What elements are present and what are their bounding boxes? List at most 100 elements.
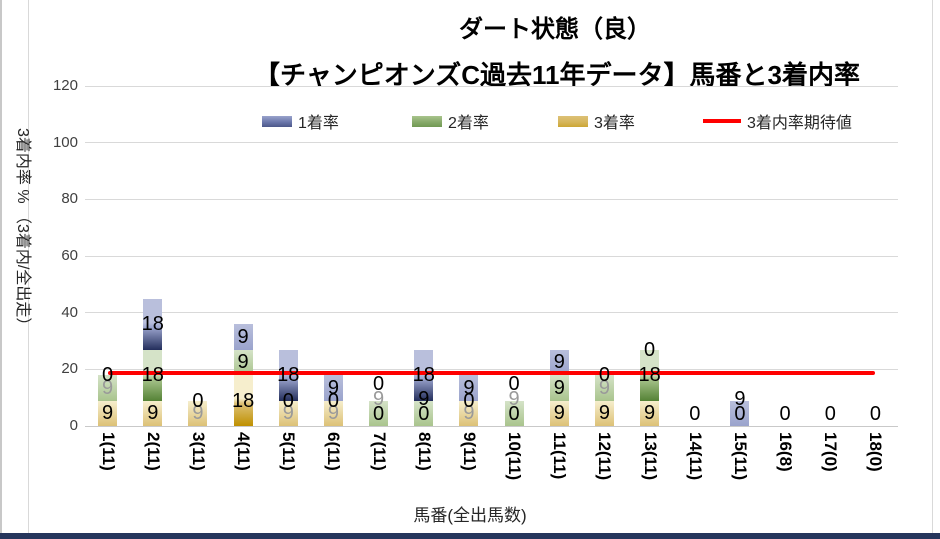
data-label-4(11): 9 <box>237 325 249 348</box>
category-label-15(11): 15(11) <box>730 432 750 481</box>
y-tick-label-0: 0 <box>69 417 78 434</box>
data-label-1(11): 0 <box>102 364 114 386</box>
legend-swatch-icon <box>262 115 292 127</box>
data-label-4(11): 18 <box>231 389 255 412</box>
category-label-18(0): 18(0) <box>866 432 886 472</box>
gridline-40 <box>85 312 898 314</box>
legend-item-2着率: 2着率 <box>412 111 489 132</box>
chart-frame-left-border <box>28 0 29 533</box>
data-label-12(11): 9 <box>598 376 610 399</box>
category-label-16(8): 16(8) <box>776 432 796 472</box>
legend-item-3着率: 3着率 <box>558 111 635 132</box>
data-label-9(11): 9 <box>463 402 475 425</box>
gridline-60 <box>85 255 898 257</box>
expected-value-line <box>107 370 876 375</box>
data-label-10(11): 0 <box>508 373 520 395</box>
data-label-3(11): 0 <box>192 389 204 412</box>
category-label-5(11): 5(11) <box>279 432 299 471</box>
y-tick-label-80: 80 <box>61 190 78 208</box>
data-label-2(11): 9 <box>147 402 159 425</box>
category-label-17(0): 17(0) <box>821 432 841 472</box>
data-label-10(11): 0 <box>508 403 520 425</box>
data-label-8(11): 18 <box>412 364 435 386</box>
category-label-6(11): 6(11) <box>324 432 344 471</box>
y-tick-label-40: 40 <box>61 303 78 321</box>
data-label-10(11): 9 <box>508 388 520 410</box>
legend-label: 3着率 <box>594 115 635 132</box>
data-label-16(8): 0 <box>779 403 791 425</box>
category-label-4(11): 4(11) <box>234 432 254 471</box>
data-label-7(11): 0 <box>373 373 385 395</box>
bar-segment-3着率-12(11) <box>594 400 614 426</box>
data-label-2(11): 18 <box>141 364 164 386</box>
data-label-11(11): 9 <box>553 376 565 399</box>
data-label-7(11): 0 <box>373 403 385 425</box>
data-label-15(11): 0 <box>734 403 746 425</box>
category-label-3(11): 3(11) <box>188 432 208 471</box>
data-label-8(11): 9 <box>418 388 430 410</box>
legend-label: 1着率 <box>298 115 339 132</box>
bar-segment-1着率-5(11) <box>278 349 298 401</box>
legend-label: 2着率 <box>448 115 489 132</box>
chart-title-line2: 【チャンピオンズC過去11年データ】馬番と3着内率 <box>254 60 860 90</box>
category-label-13(11): 13(11) <box>640 432 660 481</box>
data-label-13(11): 0 <box>644 338 656 361</box>
bar-segment-3着率-13(11) <box>640 400 660 426</box>
bar-segment-3着率-9(11) <box>459 400 479 426</box>
chart-title-line1: ダート状態（良） <box>459 16 651 43</box>
data-label-5(11): 9 <box>282 402 294 425</box>
legend-swatch-icon <box>558 115 588 127</box>
bar-segment-3着率-4(11) <box>233 375 253 426</box>
bar-segment-2着率-2(11) <box>143 349 163 401</box>
bar-segment-3着率-1(11) <box>98 400 118 426</box>
data-label-5(11): 18 <box>277 364 300 386</box>
bar-segment-1着率-4(11) <box>233 324 253 350</box>
bar-segment-2着率-1(11) <box>98 375 118 401</box>
chart-frame-right-border <box>932 0 933 533</box>
bar-segment-2着率-4(11) <box>233 349 253 375</box>
data-label-9(11): 0 <box>463 389 475 412</box>
data-label-4(11): 9 <box>237 351 249 374</box>
data-label-5(11): 0 <box>282 389 294 412</box>
data-label-15(11): 9 <box>734 388 746 410</box>
bar-segment-1着率-6(11) <box>323 375 343 401</box>
bar-segment-2着率-13(11) <box>640 349 660 401</box>
y-tick-label-60: 60 <box>61 247 78 264</box>
bar-segment-2着率-11(11) <box>549 375 569 401</box>
category-label-1(11): 1(11) <box>98 432 118 471</box>
data-label-2(11): 18 <box>141 313 164 335</box>
data-label-7(11): 9 <box>373 388 385 410</box>
gridline-0 <box>85 425 898 427</box>
data-label-18(0): 0 <box>869 403 881 425</box>
bar-segment-3着率-3(11) <box>188 400 208 426</box>
data-label-13(11): 9 <box>644 402 656 425</box>
data-label-6(11): 9 <box>327 402 339 425</box>
data-label-14(11): 0 <box>689 403 701 425</box>
bar-segment-1着率-2(11) <box>143 298 163 350</box>
category-label-2(11): 2(11) <box>143 432 163 471</box>
data-label-6(11): 0 <box>327 389 339 412</box>
bar-segment-2着率-10(11) <box>504 400 524 426</box>
gridline-120 <box>85 85 898 87</box>
category-label-12(11): 12(11) <box>595 432 615 481</box>
y-tick-label-120: 120 <box>52 77 78 94</box>
bar-segment-1着率-15(11) <box>730 400 750 426</box>
data-label-1(11): 9 <box>102 402 114 425</box>
category-label-14(11): 14(11) <box>685 432 705 481</box>
bar-segment-1着率-9(11) <box>459 375 479 401</box>
bar-segment-1着率-8(11) <box>414 349 434 401</box>
data-label-11(11): 9 <box>553 402 565 425</box>
category-label-10(11): 10(11) <box>505 432 525 481</box>
y-tick-label-100: 100 <box>52 133 78 151</box>
bar-segment-1着率-11(11) <box>549 349 569 375</box>
legend-item-3着内率期待値: 3着内率期待値 <box>703 111 852 132</box>
gridline-80 <box>85 198 898 200</box>
bar-segment-2着率-7(11) <box>369 400 389 426</box>
data-label-11(11): 9 <box>553 351 565 374</box>
y-axis-title: 3着内率 % （3着内/全出走） <box>14 128 31 334</box>
bar-segment-2着率-8(11) <box>414 400 434 426</box>
category-label-7(11): 7(11) <box>369 432 389 471</box>
bar-segment-2着率-12(11) <box>594 375 614 401</box>
legend-line-icon <box>703 119 741 123</box>
